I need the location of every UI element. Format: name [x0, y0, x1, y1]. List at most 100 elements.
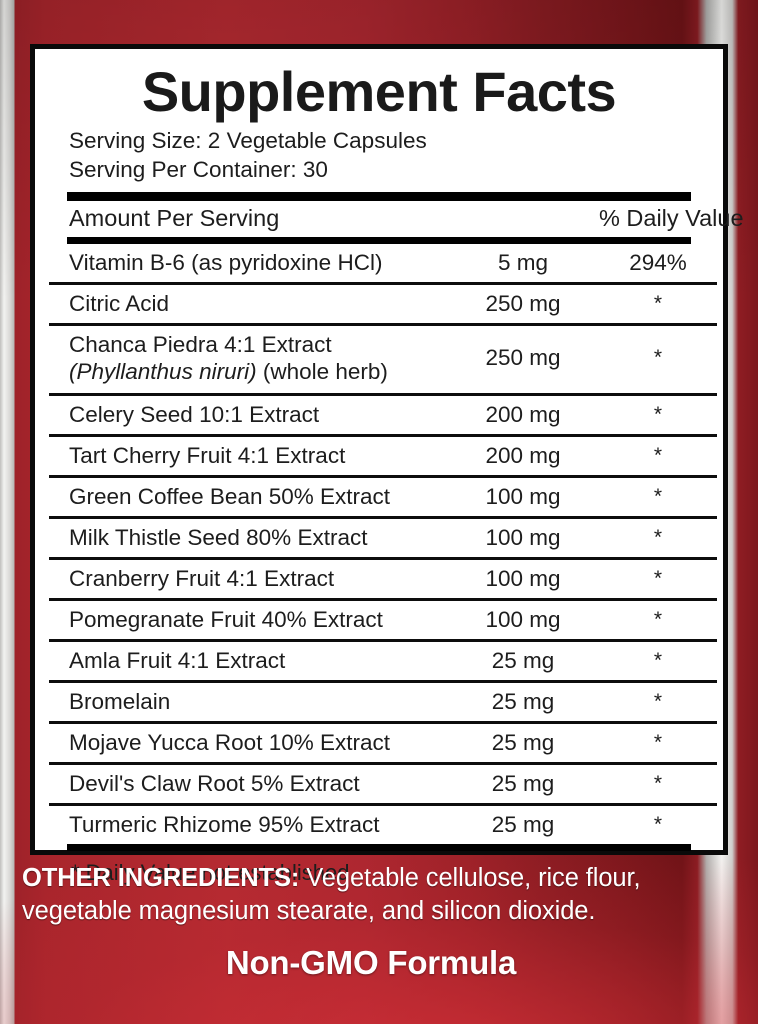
ingredient-amount: 25 mg: [491, 730, 555, 756]
ingredient-latin-name: (Phyllanthus niruri): [69, 358, 257, 384]
ingredient-daily-value: *: [653, 291, 663, 315]
row-divider-line: [49, 434, 717, 438]
row-divider: [49, 803, 717, 807]
row-divider-line: [49, 557, 717, 561]
page-title: Supplement Facts: [141, 60, 617, 123]
ingredient-amount: 250 mg: [485, 290, 561, 316]
row-divider-line: [49, 516, 717, 520]
row-divider: [49, 475, 717, 479]
ingredient-botanical-name: (Phyllanthus niruri) (whole herb): [69, 358, 447, 385]
row-divider: [49, 680, 717, 684]
other-ingredients-text: Vegetable cellulose, rice flour, vegetab…: [22, 864, 641, 926]
ingredient-name: Bromelain: [69, 689, 171, 715]
daily-value-footnote: * Daily Value not established.: [71, 860, 356, 886]
ingredient-amount: 100 mg: [485, 566, 561, 592]
ingredient-name: Mojave Yucca Root 10% Extract: [69, 730, 390, 756]
ingredient-amount: 100 mg: [485, 525, 561, 551]
ingredient-amount: 25 mg: [491, 812, 555, 838]
ingredient-name: Green Coffee Bean 50% Extract: [69, 484, 391, 510]
ingredient-daily-value: *: [653, 772, 663, 796]
table-row: Amla Fruit 4:1 Extract 25 mg *: [49, 642, 717, 680]
row-divider-line: [49, 281, 717, 285]
ingredient-amount: 5 mg: [497, 249, 549, 275]
table-row: Vitamin B-6 (as pyridoxine HCl) 5 mg 294%: [49, 244, 717, 282]
ingredient-amount: 200 mg: [485, 402, 561, 428]
table-row: Chanca Piedra 4:1 Extract (Phyllanthus ni…: [49, 326, 717, 393]
ingredient-daily-value: *: [653, 731, 663, 755]
bottom-text-block: OTHER INGREDIENTS: Vegetable cellulose, …: [22, 862, 720, 982]
ingredient-daily-value: *: [653, 608, 663, 632]
row-divider-line: [49, 721, 717, 725]
ingredient-name: Cranberry Fruit 4:1 Extract: [69, 566, 335, 592]
ingredient-plant-part: (whole herb): [256, 358, 388, 384]
ingredients-table: Vitamin B-6 (as pyridoxine HCl) 5 mg 294% C…: [49, 244, 717, 844]
table-row: Milk Thistle Seed 80% Extract 100 mg *: [49, 519, 717, 557]
ingredient-daily-value: *: [653, 444, 663, 468]
supplement-facts-inner: Supplement Facts Serving Size: 2 Vegetab…: [35, 60, 744, 885]
ingredient-daily-value: 294%: [629, 249, 687, 275]
divider-med-header: [67, 236, 691, 244]
ingredient-daily-value: *: [653, 485, 663, 509]
supplement-facts-table: Amount Per Serving % Daily Value: [49, 201, 744, 237]
row-divider-line: [49, 680, 717, 684]
ingredient-name: Vitamin B-6 (as pyridoxine HCl): [69, 249, 383, 275]
ingredient-daily-value: *: [653, 813, 663, 837]
table-row: Tart Cherry Fruit 4:1 Extract 200 mg *: [49, 437, 717, 475]
ingredient-name: Celery Seed 10:1 Extract: [69, 402, 320, 428]
table-row: Citric Acid 250 mg *: [49, 285, 717, 323]
column-header-spacer: [447, 201, 599, 237]
row-divider: [49, 322, 717, 326]
row-divider: [49, 639, 717, 643]
table-row: Green Coffee Bean 50% Extract 100 mg *: [49, 478, 717, 516]
ingredient-daily-value: *: [653, 649, 663, 673]
ingredient-amount: 25 mg: [491, 771, 555, 797]
ingredient-daily-value: *: [653, 567, 663, 591]
ingredient-name: Devil's Claw Root 5% Extract: [69, 771, 360, 797]
ingredient-name: Milk Thistle Seed 80% Extract: [69, 525, 368, 551]
divider-med-bottom: [67, 844, 691, 852]
ingredient-amount: 100 mg: [485, 484, 561, 510]
ingredient-amount: 25 mg: [491, 648, 555, 674]
other-ingredients: OTHER INGREDIENTS: Vegetable cellulose, …: [22, 862, 720, 928]
ingredients-table-body: Vitamin B-6 (as pyridoxine HCl) 5 mg 294% C…: [49, 244, 717, 844]
ingredient-name: Citric Acid: [69, 290, 170, 316]
other-ingredients-label: OTHER INGREDIENTS:: [22, 864, 300, 892]
servings-per-container-line: Serving Per Container: 30: [69, 157, 328, 183]
ingredient-amount: 200 mg: [485, 443, 561, 469]
ingredient-daily-value: *: [653, 403, 663, 427]
table-row: Mojave Yucca Root 10% Extract 25 mg *: [49, 724, 717, 762]
row-divider: [49, 598, 717, 602]
row-divider: [49, 516, 717, 520]
row-divider-line: [49, 322, 717, 326]
ingredient-name: Chanca Piedra 4:1 Extract (Phyllanthus ni…: [49, 326, 447, 393]
row-divider-line: [49, 393, 717, 397]
row-divider-line: [49, 762, 717, 766]
table-row: Devil's Claw Root 5% Extract 25 mg *: [49, 765, 717, 803]
ingredient-name: Amla Fruit 4:1 Extract: [69, 648, 286, 674]
table-row: Cranberry Fruit 4:1 Extract 100 mg *: [49, 560, 717, 598]
row-divider: [49, 393, 717, 397]
non-gmo-formula-text: Non-GMO Formula: [225, 944, 517, 982]
ingredient-daily-value: *: [653, 690, 663, 714]
row-divider: [49, 434, 717, 438]
serving-info: Serving Size: 2 Vegetable Capsules Servi…: [69, 126, 709, 185]
table-row: Bromelain 25 mg *: [49, 683, 717, 721]
ingredient-name: Tart Cherry Fruit 4:1 Extract: [69, 443, 346, 469]
serving-size-line: Serving Size: 2 Vegetable Capsules: [69, 128, 427, 154]
supplement-facts-panel: Supplement Facts Serving Size: 2 Vegetab…: [30, 44, 744, 885]
ingredient-daily-value: *: [653, 346, 663, 370]
ingredient-daily-value: *: [653, 526, 663, 550]
ingredient-amount: 25 mg: [491, 689, 555, 715]
row-divider: [49, 762, 717, 766]
table-row: Celery Seed 10:1 Extract 200 mg *: [49, 396, 717, 434]
column-header-amount-per-serving: Amount Per Serving: [69, 204, 280, 231]
row-divider: [49, 721, 717, 725]
ingredient-name: Turmeric Rhizome 95% Extract: [69, 812, 380, 838]
table-header-row: Amount Per Serving % Daily Value: [49, 201, 744, 237]
ingredient-amount: 100 mg: [485, 607, 561, 633]
row-divider-line: [49, 475, 717, 479]
table-row: Turmeric Rhizome 95% Extract 25 mg *: [49, 806, 717, 844]
ingredient-amount: 250 mg: [485, 345, 561, 371]
divider-thick-top: [67, 191, 691, 201]
row-divider-line: [49, 639, 717, 643]
